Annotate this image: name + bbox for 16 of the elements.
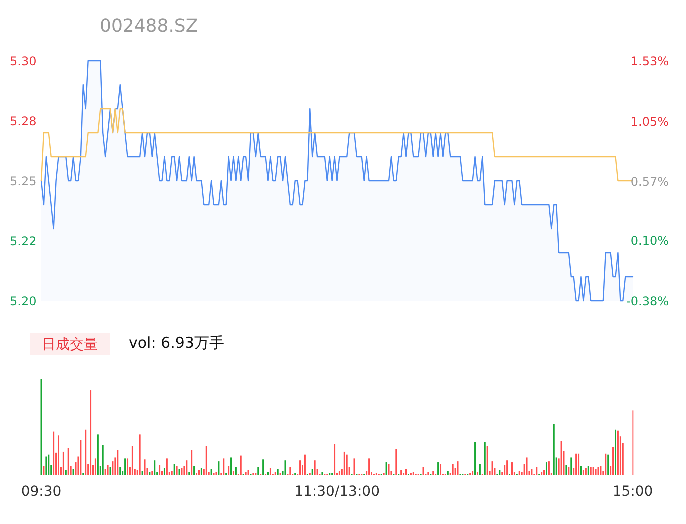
y2tick: -0.38% — [626, 294, 669, 308]
ytick: 5.25 — [10, 174, 37, 188]
y2tick: 0.57% — [630, 175, 669, 190]
annotation: vol: 6.93万手 — [129, 334, 224, 352]
ytick: 5.28 — [10, 114, 37, 128]
ytick: 5.20 — [10, 294, 37, 308]
ytick: 5.22 — [10, 234, 37, 248]
xtick: 15:00 — [612, 484, 654, 500]
y2tick: 1.05% — [630, 114, 669, 129]
xtick: 11:30/13:00 — [294, 484, 380, 500]
y2tick: 1.53% — [630, 54, 669, 68]
title: 002488.SZ — [100, 16, 198, 37]
y2tick: 0.10% — [630, 234, 669, 248]
title: 日成交量 — [42, 337, 98, 353]
xtick: 09:30 — [21, 484, 62, 500]
ytick: 5.30 — [10, 54, 37, 68]
